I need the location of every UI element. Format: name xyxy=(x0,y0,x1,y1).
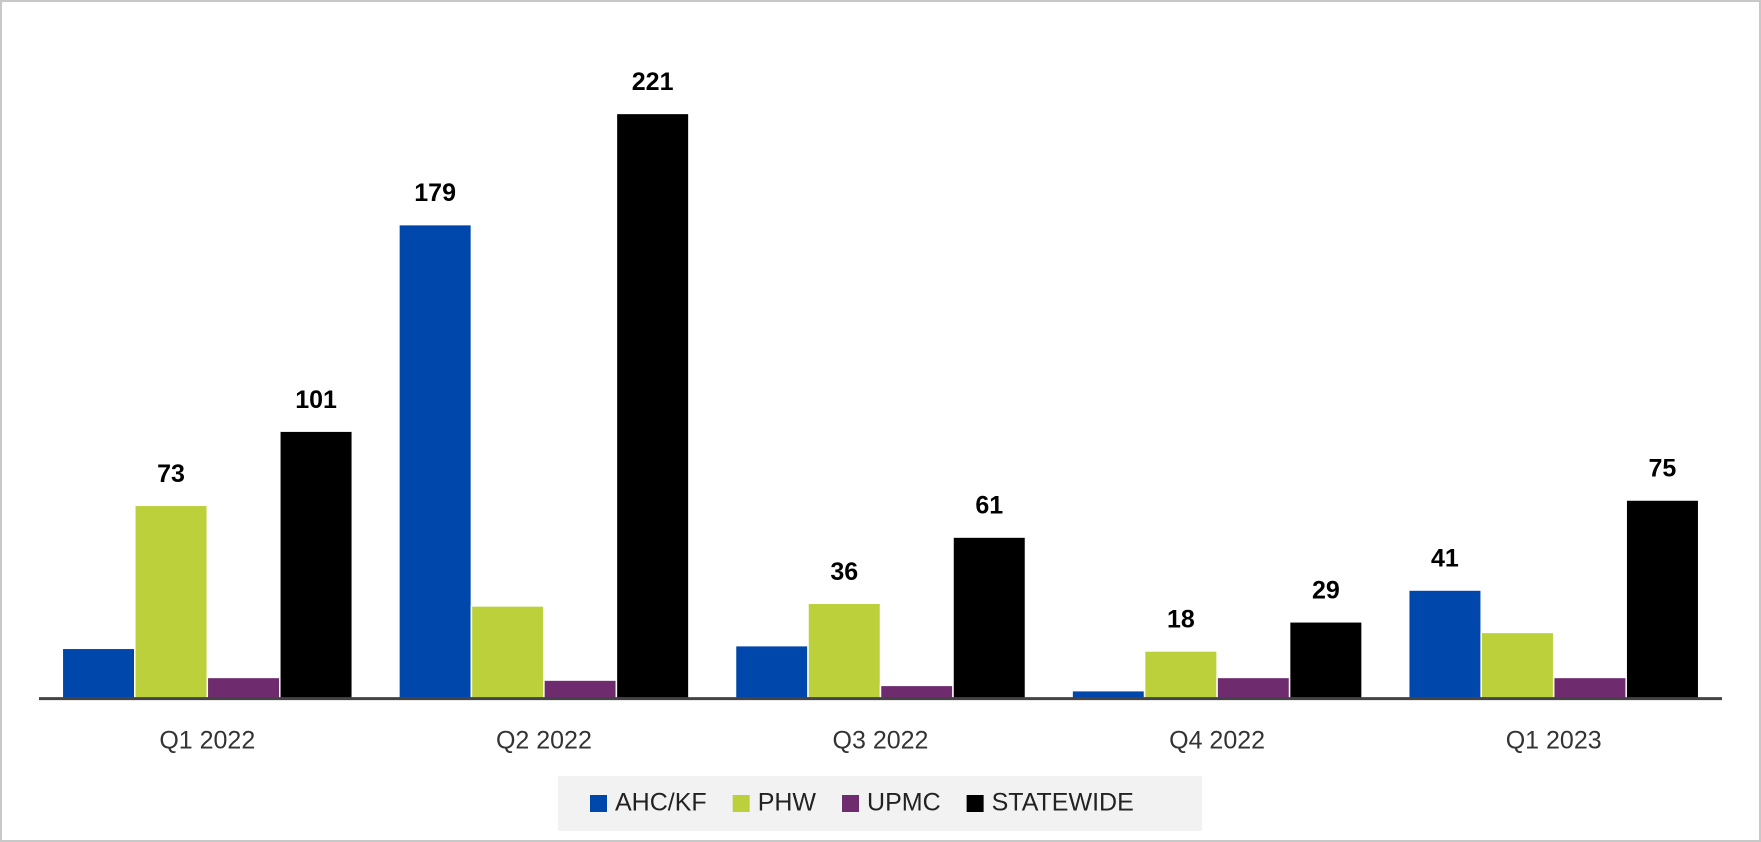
legend-label: AHC/KF xyxy=(615,789,707,817)
bar xyxy=(952,536,1027,700)
data-label: 179 xyxy=(414,179,456,207)
bar xyxy=(1143,650,1218,700)
bar xyxy=(206,676,281,700)
x-tick-label: Q1 2023 xyxy=(1506,727,1602,755)
x-tick-label: Q1 2022 xyxy=(159,727,255,755)
x-tick-label: Q2 2022 xyxy=(496,727,592,755)
data-label: 29 xyxy=(1312,576,1340,604)
bar xyxy=(1480,631,1555,700)
legend-swatch xyxy=(966,795,984,812)
legend-swatch xyxy=(842,795,860,812)
bar xyxy=(1552,676,1627,700)
data-label: 73 xyxy=(157,460,185,488)
bar xyxy=(61,647,136,700)
bar xyxy=(879,684,954,700)
data-label: 36 xyxy=(830,558,858,586)
bar xyxy=(279,430,354,700)
bar xyxy=(807,602,882,700)
bar xyxy=(1216,676,1291,700)
legend-swatch xyxy=(732,795,750,812)
bar xyxy=(398,223,473,700)
bar xyxy=(1288,621,1363,700)
data-label: 75 xyxy=(1649,455,1677,483)
data-label: 41 xyxy=(1431,545,1459,573)
data-label: 101 xyxy=(295,386,337,414)
x-tick-label: Q4 2022 xyxy=(1169,727,1265,755)
legend-label: STATEWIDE xyxy=(992,789,1134,817)
data-label: 221 xyxy=(632,68,674,96)
bar xyxy=(134,504,209,700)
legend-label: UPMC xyxy=(867,789,941,817)
bar xyxy=(543,679,618,700)
data-label: 61 xyxy=(975,492,1003,520)
data-label: 18 xyxy=(1167,606,1195,634)
bar xyxy=(470,605,545,700)
legend-label: PHW xyxy=(758,789,817,817)
x-tick-label: Q3 2022 xyxy=(833,727,929,755)
bar xyxy=(615,112,690,700)
bar xyxy=(734,644,809,700)
bar xyxy=(1625,499,1700,700)
bar xyxy=(1407,589,1482,700)
legend-background xyxy=(558,776,1202,831)
legend-swatch xyxy=(590,795,607,812)
